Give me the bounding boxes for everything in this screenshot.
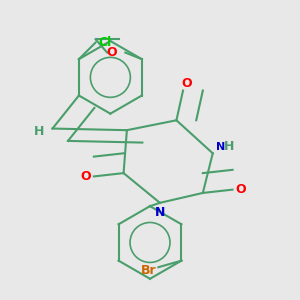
Text: N: N — [216, 142, 226, 152]
Text: N: N — [155, 206, 165, 219]
Text: O: O — [107, 46, 117, 59]
Text: O: O — [80, 170, 91, 183]
Text: H: H — [224, 140, 234, 153]
Text: O: O — [181, 77, 192, 91]
Text: Br: Br — [141, 264, 156, 277]
Text: H: H — [34, 125, 44, 138]
Text: Cl: Cl — [99, 36, 112, 49]
Text: O: O — [236, 183, 246, 196]
